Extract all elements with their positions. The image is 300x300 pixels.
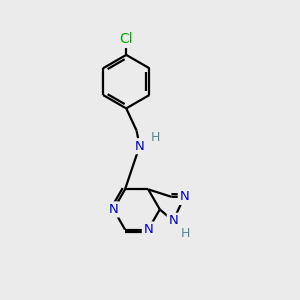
Text: N: N xyxy=(135,140,145,153)
Text: N: N xyxy=(179,190,189,203)
Text: N: N xyxy=(143,223,153,236)
Text: N: N xyxy=(168,214,178,227)
Text: N: N xyxy=(109,203,118,216)
Text: H: H xyxy=(180,227,190,240)
Text: Cl: Cl xyxy=(119,32,133,46)
Text: H: H xyxy=(150,131,160,144)
